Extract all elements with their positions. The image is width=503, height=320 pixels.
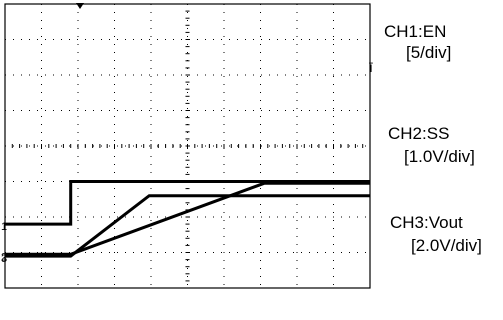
graticule <box>4 3 371 289</box>
traces <box>5 180 370 258</box>
ch2-label: CH2:SS <box>388 124 450 143</box>
trace-ch2 <box>5 181 370 256</box>
ch3-scale: [2.0V/div] <box>411 236 482 255</box>
ch2-marker: 2 <box>1 251 7 263</box>
trace-ch1 <box>5 180 370 226</box>
ch3-label: CH3:Vout <box>390 213 463 232</box>
ch1-marker: 1 <box>1 221 7 233</box>
trigger-marker-icon <box>76 3 84 9</box>
ch1-label: CH1:EN <box>384 22 447 41</box>
channel-markers: 1 23 <box>1 221 7 265</box>
trigger-level-marker: ī <box>369 59 373 75</box>
ch2-scale: [1.0V/div] <box>404 147 475 166</box>
trace-ch3 <box>5 194 370 258</box>
ch1-scale: [5/div] <box>406 43 452 62</box>
ch3-marker: 3 <box>1 253 7 265</box>
